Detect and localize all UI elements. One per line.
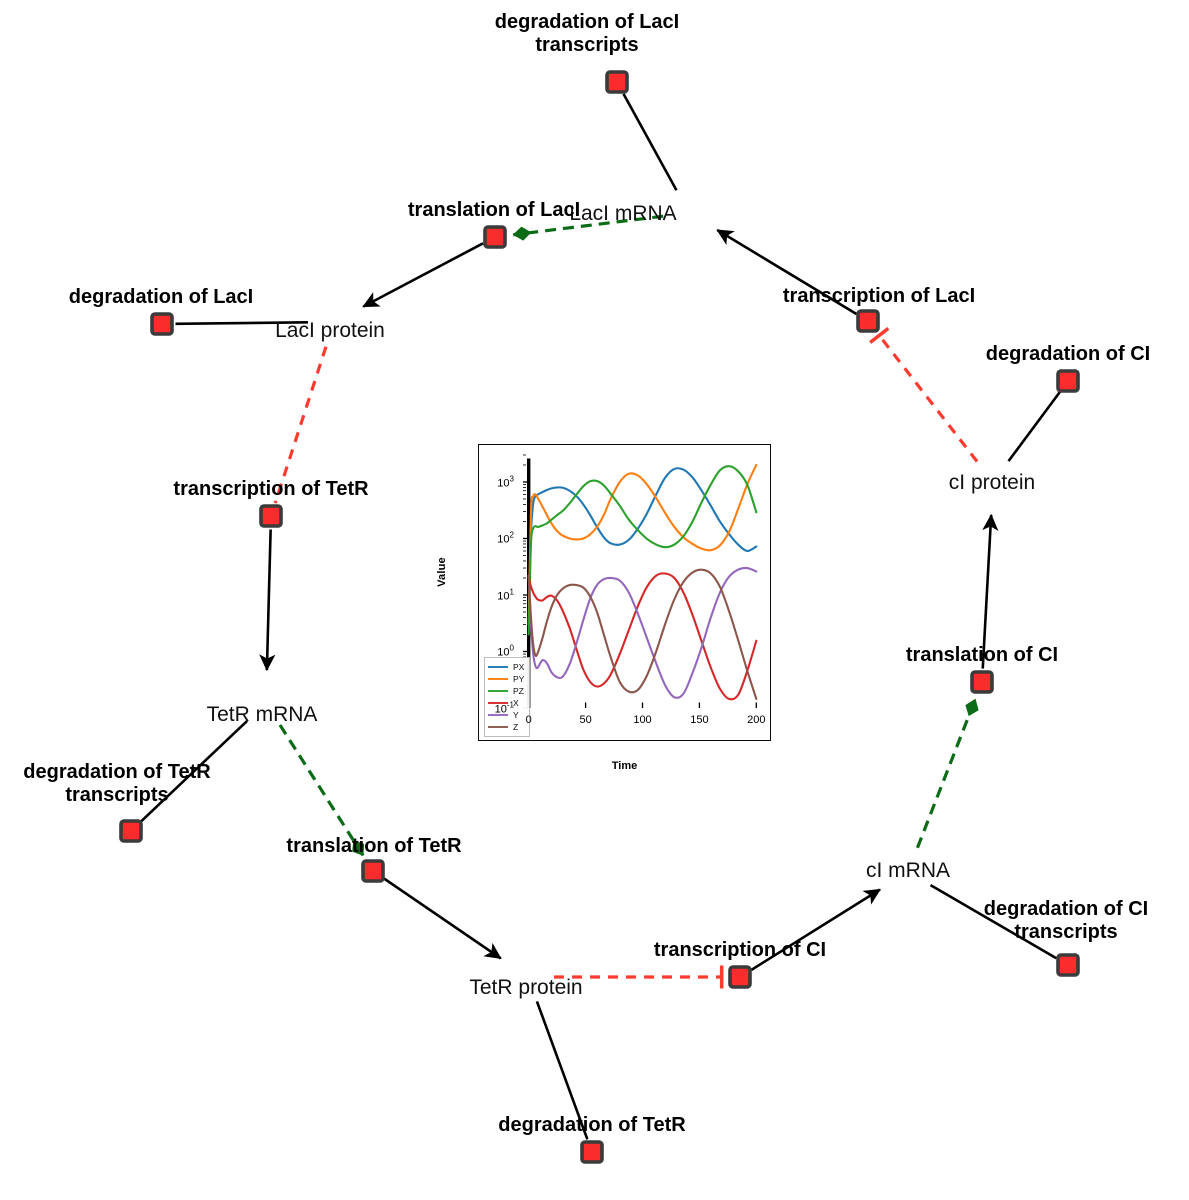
edge-consumption	[535, 1000, 589, 1140]
chart-series-Z	[527, 568, 758, 700]
chart-x-ticks	[528, 702, 757, 708]
chart-x-tick-label: 200	[747, 714, 766, 726]
edge-production	[716, 228, 858, 316]
chart-series-PZ	[527, 465, 758, 636]
reaction-label-deg_tetr_tx: degradation of TetR transcripts	[23, 761, 211, 806]
edge-production	[259, 529, 276, 672]
reaction-label-deg_laci: degradation of LacI	[69, 286, 253, 308]
reaction-label-deg_ci_tx: degradation of CI transcripts	[984, 898, 1148, 943]
reaction-node-deg_laci[interactable]	[150, 312, 174, 336]
chart-y-tick-label: 100	[497, 644, 514, 659]
reaction-node-tl_ci[interactable]	[970, 670, 994, 694]
chart-legend-swatch-PZ	[488, 689, 508, 693]
reaction-label-tx_laci: transcription of LacI	[783, 285, 975, 307]
edge-consumption	[139, 719, 249, 823]
chart-y-tick-label: 102	[497, 531, 514, 546]
chart-legend-label-PZ: PZ	[513, 686, 524, 696]
edge-production	[362, 242, 484, 308]
chart-x-axis-label: Time	[611, 760, 638, 772]
chart-legend-item: X	[488, 697, 524, 709]
species-label-ci_protein: cI protein	[949, 471, 1035, 494]
edge-catalysis	[512, 214, 664, 241]
chart-legend-swatch-PY	[488, 677, 508, 681]
chart-x-tick-label: 150	[690, 714, 709, 726]
reaction-label-tx_ci: transcription of CI	[654, 939, 826, 961]
species-label-tetr_mrna: TetR mRNA	[207, 703, 318, 726]
reaction-node-deg_laci_tx[interactable]	[605, 70, 629, 94]
reaction-node-tl_laci[interactable]	[483, 225, 507, 249]
chart-legend-label-Z: Z	[513, 722, 519, 732]
chart-legend-item: PX	[488, 661, 524, 673]
reaction-label-deg_ci: degradation of CI	[986, 343, 1150, 365]
chart-series-Y	[527, 566, 758, 699]
chart-series-PY	[527, 463, 758, 626]
edge-consumption	[175, 321, 309, 326]
reaction-node-deg_ci[interactable]	[1056, 369, 1080, 393]
edge-catalysis	[278, 724, 365, 857]
edge-consumption	[622, 93, 678, 191]
chart-plot-area	[479, 445, 770, 740]
chart-legend-item: Z	[488, 721, 524, 733]
chart-legend-swatch-Z	[488, 725, 508, 729]
reaction-node-deg_tetr_tx[interactable]	[119, 819, 143, 843]
chart-legend-swatch-PX	[488, 665, 508, 669]
edge-consumption	[929, 883, 1057, 960]
chart-y-tick-label: 101	[497, 587, 514, 603]
reaction-label-deg_tetr: degradation of TetR	[498, 1114, 686, 1136]
chart-legend-item: Y	[488, 709, 524, 721]
edge-inhibition	[869, 326, 979, 463]
edge-layer	[139, 93, 1061, 1140]
reaction-node-tx_laci[interactable]	[856, 309, 880, 333]
chart-y-tick-label: 103	[497, 474, 514, 490]
chart-series-PX	[527, 467, 758, 626]
chart-legend-label-PY: PY	[513, 674, 525, 684]
reaction-label-tx_tetr: transcription of TetR	[173, 478, 369, 500]
label-layer: LacI mRNA LacI protein TetR mRNA TetR prote…	[23, 11, 1150, 1136]
chart-x-tick-label: 100	[633, 714, 652, 726]
edge-inhibition	[273, 346, 328, 504]
edge-consumption	[1007, 391, 1061, 462]
species-label-laci_protein: LacI protein	[275, 319, 385, 342]
species-label-tetr_protein: TetR protein	[469, 976, 582, 999]
reaction-node-tx_ci[interactable]	[728, 965, 752, 989]
species-label-ci_mrna: cI mRNA	[866, 859, 950, 882]
species-label-laci_mrna: LacI mRNA	[569, 202, 676, 225]
chart-y-tick-label: 10-1	[494, 700, 514, 716]
chart-series-X	[527, 572, 758, 701]
chart-legend: PX PY PZ X Y Z	[484, 657, 531, 737]
chart-legend-swatch-Y	[488, 713, 508, 717]
reaction-node-tx_tetr[interactable]	[259, 504, 283, 528]
reaction-label-tl_laci: translation of LacI	[408, 199, 580, 221]
reaction-label-deg_laci_tx: degradation of LacI transcripts	[495, 11, 679, 56]
chart-y-axis-label: Value	[435, 556, 448, 587]
edge-production	[750, 888, 881, 971]
chart-legend-label-Y: Y	[513, 710, 519, 720]
chart-legend-item: PZ	[488, 685, 524, 697]
reaction-node-deg_ci_tx[interactable]	[1056, 953, 1080, 977]
chart-x-tick-label: 0	[525, 714, 532, 726]
chart-svg	[523, 454, 758, 709]
chart-x-tick-label: 50	[579, 714, 592, 726]
reaction-node-deg_tetr[interactable]	[580, 1140, 604, 1164]
edge-catalysis	[915, 698, 979, 849]
reaction-node-tl_tetr[interactable]	[361, 859, 385, 883]
chart-legend-label-PX: PX	[513, 662, 525, 672]
reaction-label-tl_tetr: translation of TetR	[286, 835, 462, 857]
inset-timecourse-chart: Value Time PX PY PZ X Y Z 10-1 100 101 102 103 0 50…	[436, 444, 771, 772]
edge-production	[383, 877, 502, 960]
edge-production	[981, 513, 999, 669]
chart-legend-swatch-X	[488, 701, 508, 705]
node-layer	[119, 70, 1080, 1164]
reaction-label-tl_ci: translation of CI	[906, 644, 1058, 666]
chart-legend-item: PY	[488, 673, 524, 685]
chart-legend-label-X: X	[513, 698, 519, 708]
